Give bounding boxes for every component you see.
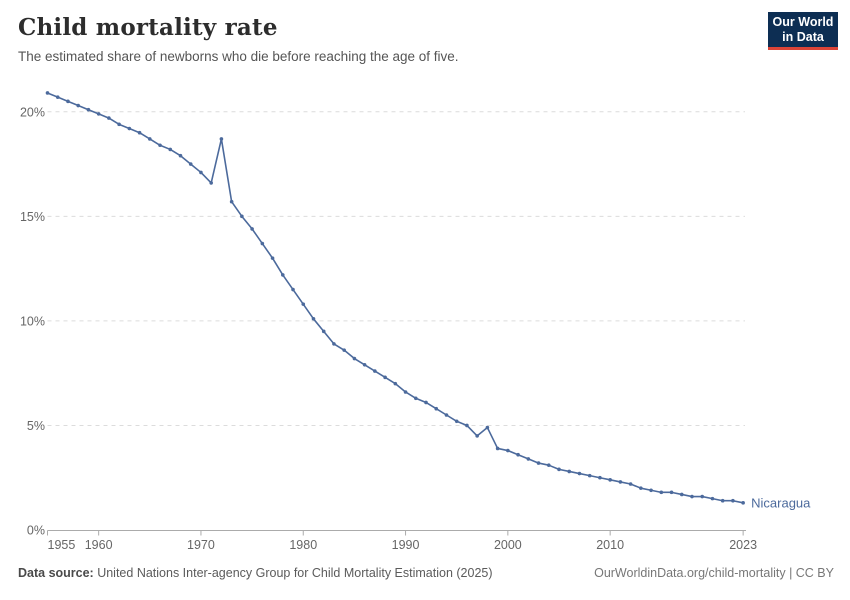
- data-point[interactable]: [158, 143, 162, 148]
- data-point[interactable]: [598, 475, 602, 480]
- data-point[interactable]: [628, 482, 633, 486]
- data-point[interactable]: [495, 446, 500, 451]
- data-point[interactable]: [311, 317, 316, 321]
- x-axis-tick-label: 1980: [289, 538, 317, 552]
- data-point[interactable]: [250, 227, 254, 231]
- x-axis-tick-label: 1990: [392, 538, 420, 552]
- data-point[interactable]: [516, 452, 520, 457]
- data-point[interactable]: [393, 381, 398, 386]
- chart-header: Child mortality rate The estimated share…: [18, 14, 750, 64]
- data-point[interactable]: [567, 469, 572, 474]
- data-point[interactable]: [96, 112, 101, 116]
- y-axis-tick-label: 20%: [20, 105, 45, 119]
- data-source-text[interactable]: United Nations Inter-agency Group for Ch…: [93, 566, 493, 580]
- data-point[interactable]: [557, 467, 561, 472]
- data-point[interactable]: [608, 478, 612, 482]
- data-point[interactable]: [188, 162, 193, 166]
- data-point[interactable]: [731, 498, 735, 503]
- data-point[interactable]: [434, 406, 439, 411]
- entity-label: Nicaragua: [751, 495, 811, 510]
- data-point[interactable]: [199, 170, 203, 175]
- data-point[interactable]: [373, 369, 377, 373]
- data-point[interactable]: [587, 473, 592, 478]
- credit-link[interactable]: OurWorldinData.org/child-mortality | CC …: [594, 566, 834, 580]
- data-point[interactable]: [229, 199, 234, 204]
- owid-logo[interactable]: Our World in Data: [768, 12, 838, 50]
- data-point[interactable]: [137, 130, 142, 135]
- data-source-label: Data source:: [18, 566, 94, 580]
- data-point[interactable]: [383, 375, 387, 380]
- data-point[interactable]: [649, 488, 653, 493]
- data-point[interactable]: [270, 256, 275, 260]
- data-point[interactable]: [475, 434, 479, 438]
- chart-footer: Data source: United Nations Inter-agency…: [18, 566, 834, 580]
- data-point[interactable]: [45, 91, 50, 95]
- data-point[interactable]: [362, 363, 367, 367]
- data-point[interactable]: [55, 95, 60, 99]
- data-point[interactable]: [710, 496, 715, 501]
- data-point[interactable]: [332, 342, 336, 346]
- data-point[interactable]: [148, 137, 152, 141]
- line-chart-canvas: 0% 5% 10% 15% 20% 1955 1960 1970 1980 1990 2000 201…: [20, 91, 811, 552]
- owid-logo-line1: Our World: [772, 15, 834, 30]
- data-point[interactable]: [741, 501, 745, 505]
- data-point[interactable]: [240, 214, 244, 219]
- data-point[interactable]: [690, 494, 694, 499]
- data-point[interactable]: [280, 273, 285, 277]
- data-point[interactable]: [465, 423, 469, 428]
- x-axis-tick-label: 1955: [48, 538, 76, 552]
- data-point[interactable]: [107, 116, 111, 120]
- y-axis-tick-label: 0%: [27, 524, 45, 538]
- owid-logo-line2: in Data: [782, 29, 824, 44]
- data-point[interactable]: [506, 448, 510, 453]
- data-point[interactable]: [76, 103, 80, 108]
- data-point[interactable]: [117, 122, 121, 127]
- data-point[interactable]: [485, 425, 490, 430]
- data-series[interactable]: [45, 91, 745, 505]
- x-axis-tick-label: 1960: [85, 538, 113, 552]
- data-point[interactable]: [219, 137, 224, 141]
- data-point[interactable]: [444, 413, 449, 417]
- chart-subtitle: The estimated share of newborns who die …: [18, 49, 459, 64]
- x-axis-tick-label: 1970: [187, 538, 215, 552]
- mortality-line[interactable]: [47, 92, 744, 504]
- data-point[interactable]: [679, 492, 684, 497]
- data-point[interactable]: [301, 302, 306, 306]
- data-point[interactable]: [536, 461, 541, 465]
- data-point[interactable]: [260, 241, 265, 246]
- data-point[interactable]: [127, 126, 132, 131]
- data-point[interactable]: [86, 107, 91, 112]
- data-point[interactable]: [526, 457, 531, 461]
- data-source: Data source: United Nations Inter-agency…: [18, 566, 493, 580]
- data-point[interactable]: [321, 329, 326, 334]
- x-axis-tick-label: 2010: [596, 538, 624, 552]
- data-point[interactable]: [209, 181, 213, 185]
- data-point[interactable]: [577, 471, 582, 476]
- y-axis-tick-label: 10%: [20, 314, 45, 328]
- data-point[interactable]: [178, 153, 183, 158]
- data-point[interactable]: [659, 490, 664, 495]
- data-point[interactable]: [546, 463, 551, 467]
- data-point[interactable]: [168, 147, 173, 152]
- y-axis-tick-label: 5%: [27, 419, 45, 433]
- data-point[interactable]: [424, 400, 428, 405]
- data-point[interactable]: [342, 348, 346, 352]
- data-point[interactable]: [413, 396, 418, 401]
- y-axis-tick-label: 15%: [20, 210, 45, 224]
- data-point[interactable]: [291, 287, 295, 292]
- data-point[interactable]: [639, 486, 643, 490]
- data-point[interactable]: [352, 356, 357, 361]
- page-title: Child mortality rate: [18, 14, 278, 41]
- x-axis-tick-label: 2000: [494, 538, 522, 552]
- data-point[interactable]: [618, 480, 623, 484]
- data-point[interactable]: [720, 498, 725, 503]
- data-point[interactable]: [454, 419, 459, 424]
- data-point[interactable]: [700, 494, 705, 499]
- data-point[interactable]: [669, 490, 674, 495]
- data-point[interactable]: [403, 390, 408, 394]
- data-point[interactable]: [66, 99, 70, 104]
- x-axis-tick-label: 2023: [729, 538, 757, 552]
